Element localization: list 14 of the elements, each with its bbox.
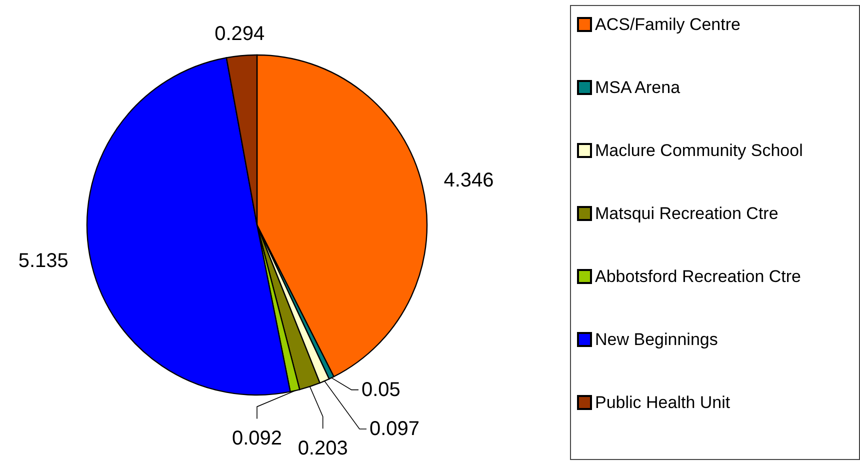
- legend-label: Matsqui Recreation Ctre: [595, 203, 780, 224]
- data-label: 4.346: [444, 169, 494, 192]
- data-label: 0.05: [361, 378, 400, 401]
- data-label: 0.092: [232, 428, 282, 450]
- legend-label: Public Health Unit: [595, 392, 732, 413]
- legend-label: Abbotsford Recreation Ctre: [595, 266, 802, 287]
- data-label: 5.135: [18, 250, 68, 272]
- legend-label: MSA Arena: [595, 77, 682, 98]
- data-label: 0.203: [298, 438, 348, 460]
- legend-label: New Beginnings: [595, 329, 719, 350]
- data-label: 0.097: [370, 418, 420, 440]
- data-label: 0.294: [214, 22, 265, 45]
- legend-label: ACS/Family Centre: [595, 14, 742, 35]
- legend-label: Maclure Community School: [595, 140, 804, 161]
